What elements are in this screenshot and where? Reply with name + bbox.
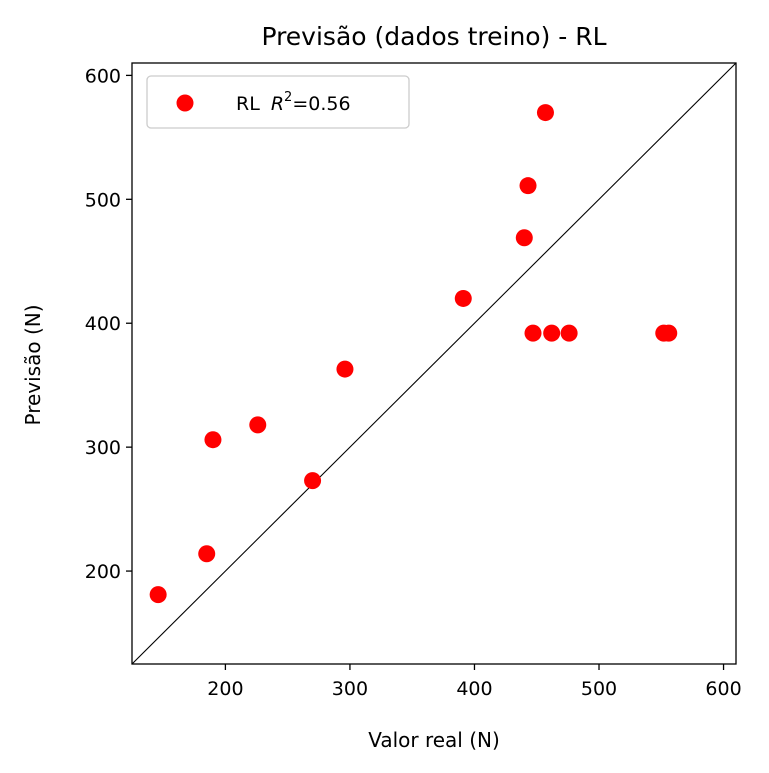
data-point bbox=[560, 324, 578, 342]
chart-title: Previsão (dados treino) - RL bbox=[261, 22, 606, 51]
x-tick-label: 600 bbox=[705, 678, 741, 700]
x-axis-label: Valor real (N) bbox=[368, 728, 500, 752]
legend-r2-value: 0.56 bbox=[308, 93, 350, 115]
data-point bbox=[660, 324, 678, 342]
y-tick-label: 600 bbox=[85, 65, 121, 87]
x-tick-label: 500 bbox=[581, 678, 617, 700]
identity-line bbox=[131, 62, 737, 665]
data-point bbox=[149, 586, 167, 604]
x-axis: 200 300 400 500 600 bbox=[207, 664, 742, 700]
data-point bbox=[536, 104, 554, 122]
x-tick-label: 300 bbox=[332, 678, 368, 700]
data-point bbox=[336, 360, 354, 378]
y-axis-label: Previsão (N) bbox=[21, 304, 45, 425]
data-points bbox=[149, 104, 678, 604]
data-point bbox=[249, 416, 267, 434]
data-point bbox=[519, 177, 537, 195]
legend: RL R2=0.56 bbox=[146, 75, 410, 129]
y-tick-label: 300 bbox=[85, 437, 121, 459]
y-axis: 200 300 400 500 600 bbox=[85, 65, 132, 583]
x-tick-label: 200 bbox=[207, 678, 243, 700]
data-point bbox=[524, 324, 542, 342]
data-point bbox=[304, 472, 322, 490]
legend-entry: RL R2=0.56 bbox=[236, 90, 351, 115]
plot-area bbox=[131, 62, 737, 665]
y-tick-label: 200 bbox=[85, 561, 121, 583]
y-tick-label: 500 bbox=[85, 189, 121, 211]
y-tick-label: 400 bbox=[85, 313, 121, 335]
data-point bbox=[454, 289, 472, 307]
legend-box bbox=[146, 75, 410, 129]
data-point bbox=[204, 431, 222, 449]
legend-marker bbox=[176, 94, 194, 112]
data-point bbox=[515, 229, 533, 247]
data-point bbox=[198, 545, 216, 563]
data-point bbox=[543, 324, 561, 342]
legend-series-name: RL bbox=[236, 93, 260, 115]
x-tick-label: 400 bbox=[456, 678, 492, 700]
plot-frame bbox=[131, 62, 737, 665]
